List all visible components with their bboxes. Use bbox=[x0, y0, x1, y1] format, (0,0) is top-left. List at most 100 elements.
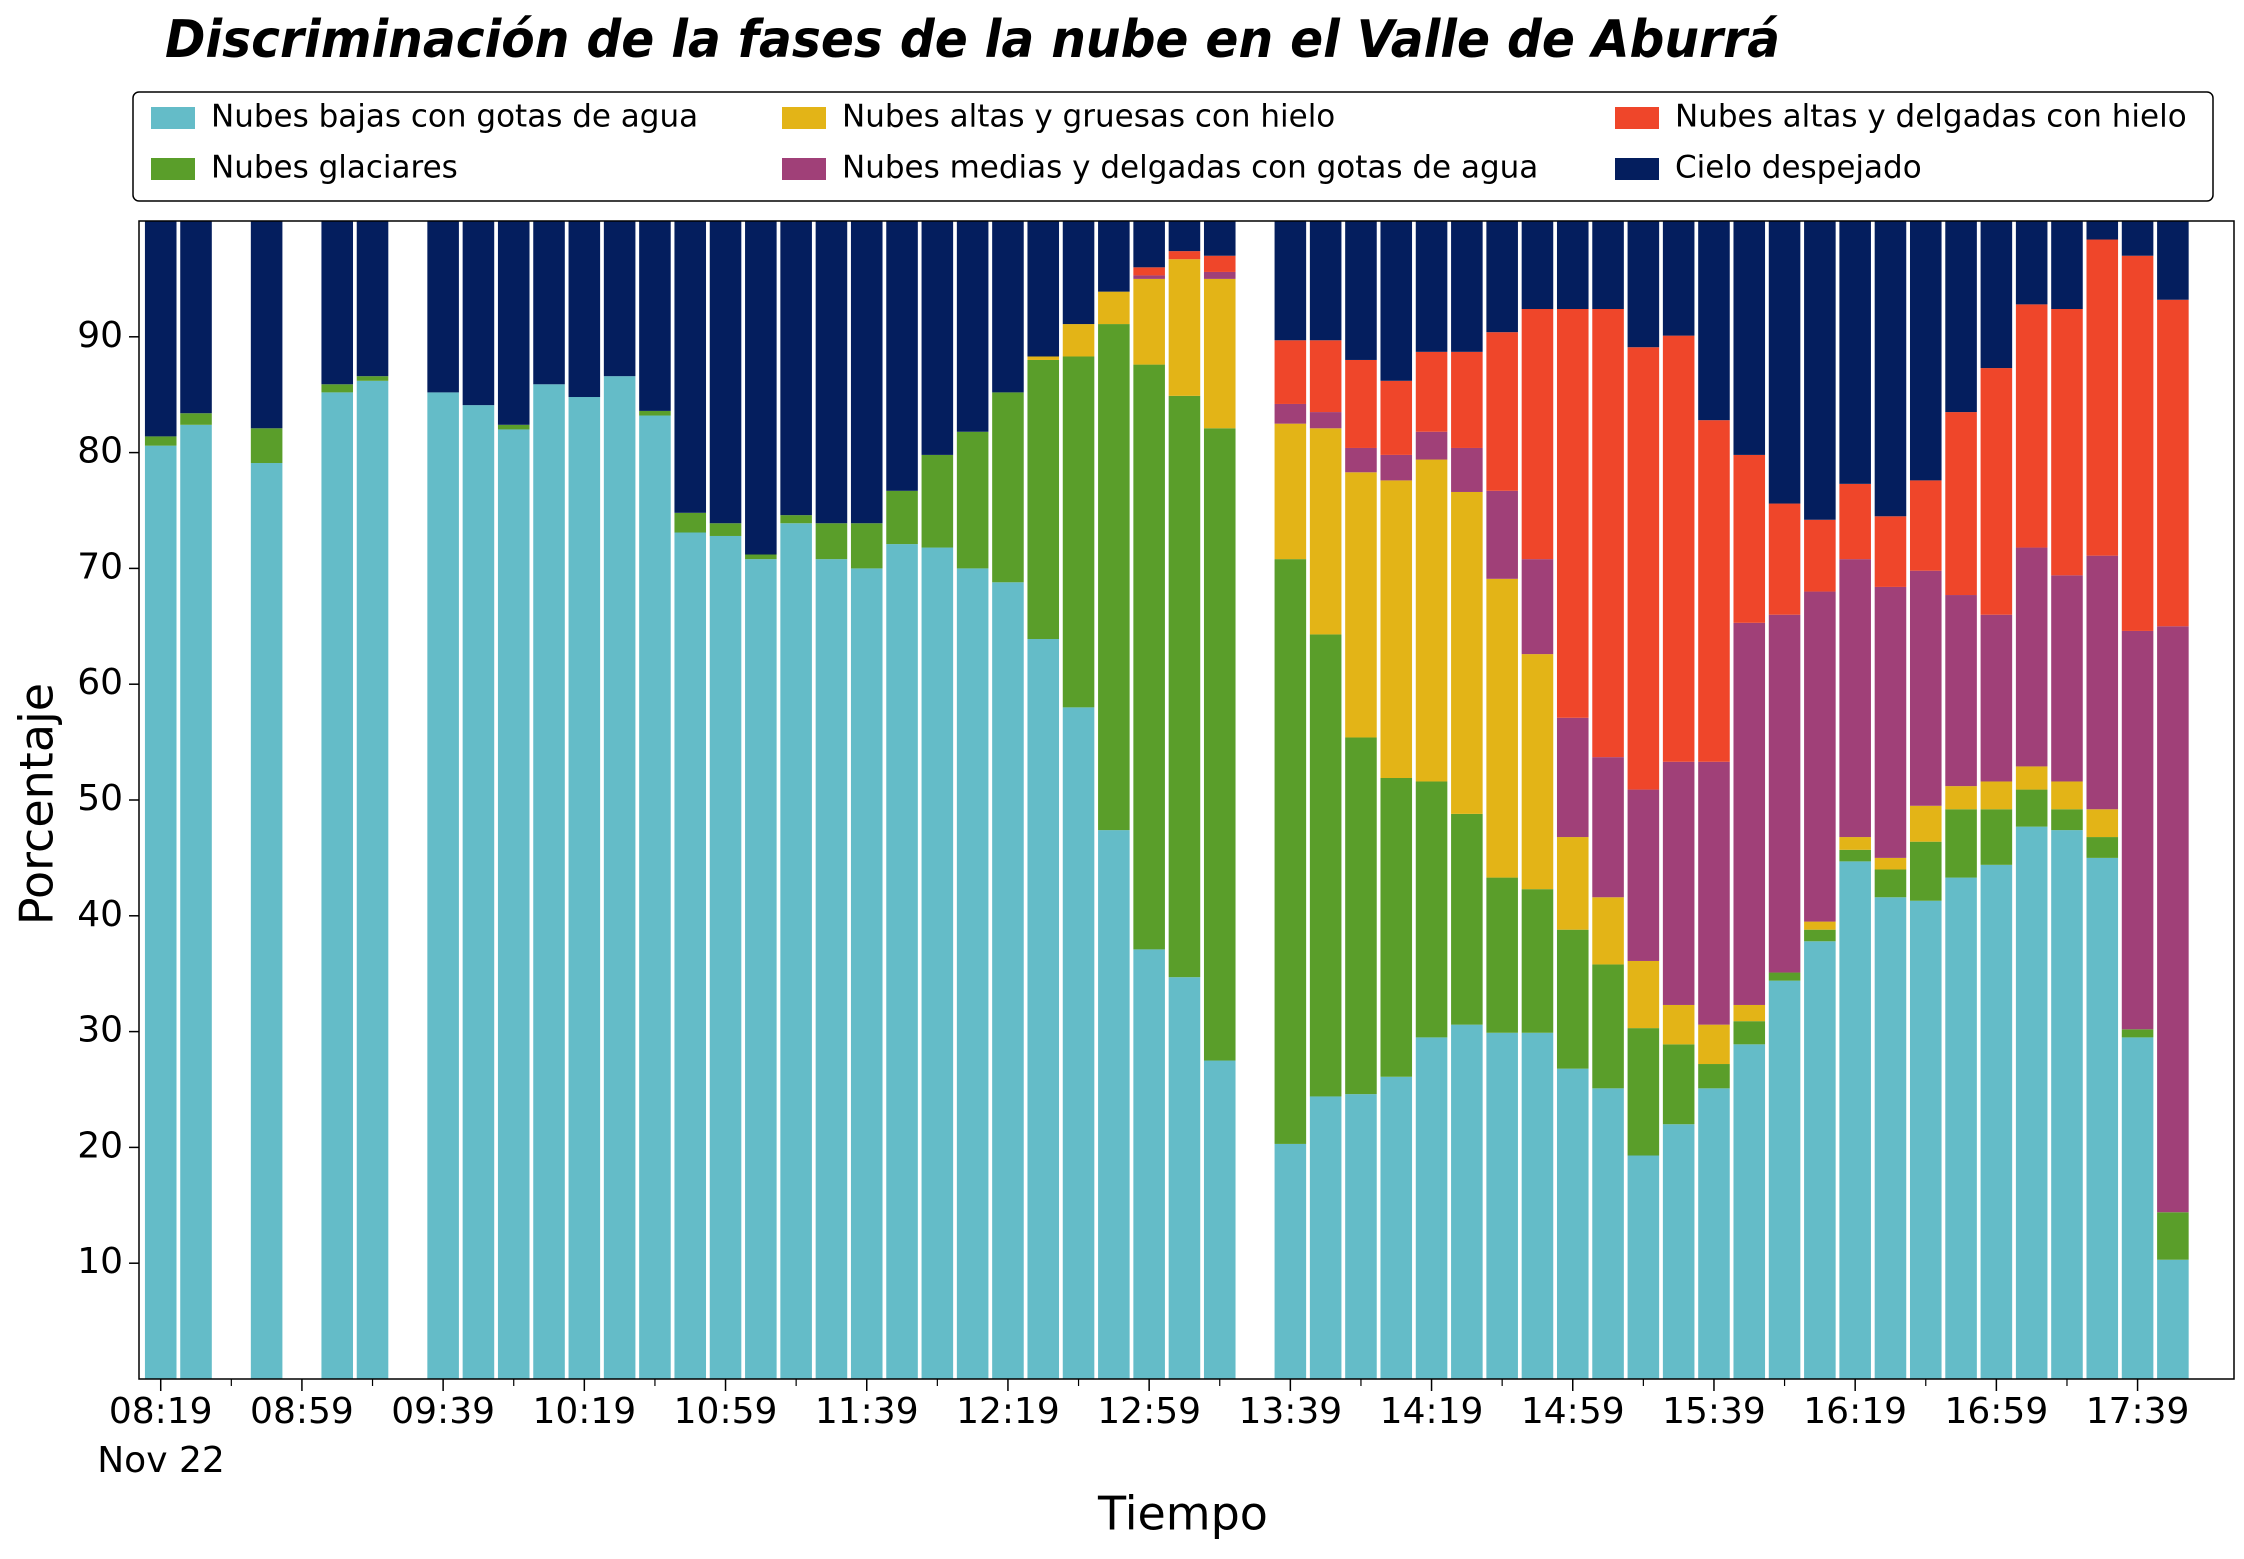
bar-segment bbox=[250, 428, 283, 464]
bar-segment bbox=[1486, 877, 1518, 1033]
bar-segment bbox=[1274, 423, 1307, 560]
bar-segment bbox=[2121, 221, 2154, 256]
x-tick-label: 10:59 bbox=[674, 1391, 778, 1432]
bar-segment bbox=[1168, 221, 1201, 252]
bar-segment bbox=[1804, 941, 1836, 1379]
bar-segment bbox=[1592, 897, 1624, 965]
bar-segment bbox=[1839, 837, 1871, 850]
bar-segment bbox=[1662, 1124, 1695, 1379]
bar-segment bbox=[1521, 559, 1554, 655]
bar-segment bbox=[1839, 849, 1871, 862]
bar-segment bbox=[1698, 221, 1730, 421]
bar-segment bbox=[1874, 897, 1907, 1379]
bar-segment bbox=[1098, 324, 1130, 831]
bar-segment bbox=[1203, 221, 1236, 256]
legend-swatch bbox=[1615, 107, 1659, 129]
bar-segment bbox=[1945, 809, 1977, 878]
bar-segment bbox=[1804, 921, 1836, 930]
bar-segment bbox=[1839, 221, 1871, 484]
bar-segment bbox=[2051, 575, 2083, 782]
bar-segment bbox=[1945, 877, 1977, 1379]
bar-segment bbox=[180, 221, 212, 414]
bar-segment bbox=[1909, 805, 1942, 842]
y-tick-label: 40 bbox=[77, 894, 123, 935]
bar-segment bbox=[2015, 221, 2048, 305]
bar-segment bbox=[1733, 1021, 1766, 1045]
bar-segment bbox=[1839, 559, 1871, 838]
bar-segment bbox=[568, 397, 601, 1379]
bar-segment bbox=[1698, 761, 1730, 1025]
bar-segment bbox=[497, 429, 530, 1379]
bar-segment bbox=[1415, 1037, 1448, 1379]
bar-segment bbox=[1027, 356, 1060, 360]
bar-segment bbox=[1274, 559, 1307, 1144]
y-tick-label: 80 bbox=[77, 431, 123, 472]
bar-segment bbox=[1768, 972, 1801, 981]
bar-segment bbox=[321, 221, 354, 385]
bar-segment bbox=[1556, 929, 1589, 1069]
bar-segment bbox=[1521, 221, 1554, 310]
bar-segment bbox=[815, 523, 848, 560]
bar-segment bbox=[1874, 221, 1907, 517]
bar-segment bbox=[1203, 278, 1236, 429]
bar-segment bbox=[2121, 1037, 2154, 1379]
bar-segment bbox=[144, 445, 177, 1380]
bar-segment bbox=[1027, 639, 1060, 1379]
bar-segment bbox=[1662, 335, 1695, 762]
bar-segment bbox=[2015, 826, 2048, 1379]
bar-segment bbox=[1874, 586, 1907, 858]
bar-segment bbox=[1203, 255, 1236, 272]
bar-segment bbox=[356, 376, 389, 381]
bar-segment bbox=[745, 554, 777, 560]
bar-segment bbox=[1345, 1094, 1377, 1379]
bar-segment bbox=[321, 384, 354, 393]
x-tick-label: 14:59 bbox=[1521, 1391, 1625, 1432]
bar-segment bbox=[603, 376, 636, 1379]
bar-segment bbox=[1168, 259, 1201, 396]
bar-segment bbox=[2086, 555, 2119, 810]
bar-segment bbox=[356, 380, 389, 1380]
y-tick-label: 70 bbox=[77, 546, 123, 587]
bar-segment bbox=[1804, 929, 1836, 942]
bar-segment bbox=[1804, 591, 1836, 922]
bar-segment bbox=[1133, 364, 1165, 950]
bar-segment bbox=[2015, 547, 2048, 767]
bar-segment bbox=[1733, 1044, 1766, 1379]
bar-segment bbox=[1662, 1044, 1695, 1125]
x-tick-label: 17:39 bbox=[2086, 1391, 2190, 1432]
bar-segment bbox=[1909, 570, 1942, 806]
legend-swatch bbox=[151, 158, 195, 180]
bar-segment bbox=[1380, 480, 1413, 778]
bar-segment bbox=[568, 221, 601, 398]
bar-segment bbox=[1062, 221, 1095, 325]
bar-segment bbox=[1274, 340, 1307, 404]
bar-segment bbox=[1698, 420, 1730, 762]
bar-segment bbox=[1945, 221, 1977, 413]
bar-segment bbox=[1980, 368, 2013, 615]
bar-segment bbox=[1274, 1143, 1307, 1379]
bar-segment bbox=[921, 547, 954, 1379]
bar-segment bbox=[1274, 403, 1307, 424]
bar-segment bbox=[1662, 1004, 1695, 1045]
bar-segment bbox=[1486, 578, 1518, 878]
bar-segment bbox=[1521, 654, 1554, 890]
bar-segment bbox=[1945, 595, 1977, 787]
bar-segment bbox=[1027, 221, 1060, 357]
bar-segment bbox=[1027, 359, 1060, 640]
bar-segment bbox=[533, 221, 565, 385]
bar-segment bbox=[1733, 221, 1766, 455]
bar-segment bbox=[2157, 626, 2189, 1213]
bar-segment bbox=[321, 392, 354, 1379]
bar-segment bbox=[1451, 1024, 1483, 1379]
bar-segment bbox=[1345, 221, 1377, 360]
bar-segment bbox=[780, 515, 812, 524]
bar-segment bbox=[603, 221, 636, 377]
bar-segment bbox=[1345, 359, 1377, 448]
y-tick-label: 60 bbox=[77, 662, 123, 703]
bar-segment bbox=[1698, 1024, 1730, 1065]
bar-segment bbox=[1309, 428, 1342, 635]
bar-segment bbox=[886, 544, 918, 1379]
bar-segment bbox=[1592, 964, 1624, 1089]
bar-segment bbox=[1309, 412, 1342, 429]
